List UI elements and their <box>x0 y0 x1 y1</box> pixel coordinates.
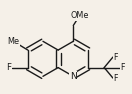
Text: OMe: OMe <box>70 11 89 20</box>
Text: F: F <box>121 63 125 72</box>
Text: N: N <box>70 72 77 81</box>
Text: F: F <box>6 63 11 72</box>
Text: Me: Me <box>7 37 19 46</box>
Text: F: F <box>114 74 118 83</box>
Text: F: F <box>114 53 118 62</box>
